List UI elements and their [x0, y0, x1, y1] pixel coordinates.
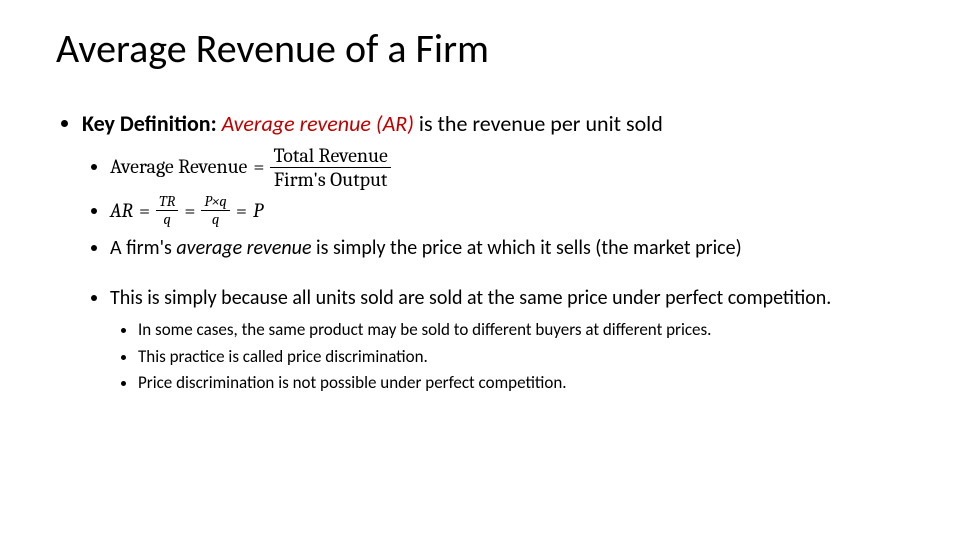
frac1-numerator: Total Revenue — [270, 145, 390, 168]
bullet-ar-symbolic-equation: AR = TR q = P×q q = P — [110, 194, 904, 229]
price-line-a: A firm's — [110, 236, 176, 260]
price-line-b: is simply the price at which it sells (t… — [312, 236, 742, 260]
equals-2: = — [139, 195, 150, 227]
slide-title: Average Revenue of a Firm — [56, 24, 904, 73]
bullet-list: Key Definition: Average revenue (AR) is … — [56, 109, 904, 396]
reason-text: This is simply because all units sold ar… — [110, 286, 831, 310]
equals-1: = — [253, 151, 264, 183]
fraction-tr-q: TR q — [156, 194, 178, 229]
sub-list-2: In some cases, the same product may be s… — [110, 318, 904, 396]
frac3-numerator: P×q — [201, 194, 229, 212]
frac2-denominator: q — [156, 211, 178, 228]
sub-bullet-1: In some cases, the same product may be s… — [138, 318, 904, 343]
equals-4: = — [236, 195, 247, 227]
slide: Average Revenue of a Firm Key Definition… — [0, 0, 960, 540]
sub-bullet-2: This practice is called price discrimina… — [138, 345, 904, 370]
ar-sym-lhs: AR — [110, 195, 133, 227]
key-definition-label: Key Definition: — [82, 110, 217, 137]
key-definition-rest: is the revenue per unit sold — [419, 110, 663, 137]
frac2-numerator: TR — [156, 194, 178, 212]
key-definition-term: Average revenue (AR) — [222, 110, 414, 137]
fraction-total-revenue: Total Revenue Firm's Output — [270, 145, 390, 190]
frac3-denominator: q — [201, 211, 229, 228]
sub-bullet-3: Price discrimination is not possible und… — [138, 371, 904, 396]
sub-list-1: Average Revenue = Total Revenue Firm's O… — [82, 145, 904, 396]
bullet-price-explanation: A firm's average revenue is simply the p… — [110, 232, 904, 264]
ar-word-lhs: Average Revenue — [110, 151, 247, 183]
ar-sym-rhs: P — [253, 195, 263, 227]
bullet-ar-word-equation: Average Revenue = Total Revenue Firm's O… — [110, 145, 904, 190]
frac1-denominator: Firm's Output — [270, 168, 390, 190]
bullet-reason: This is simply because all units sold ar… — [110, 282, 904, 396]
fraction-pq-q: P×q q — [201, 194, 229, 229]
price-line-term: average revenue — [176, 236, 311, 260]
bullet-key-definition: Key Definition: Average revenue (AR) is … — [82, 109, 904, 396]
equals-3: = — [184, 195, 195, 227]
